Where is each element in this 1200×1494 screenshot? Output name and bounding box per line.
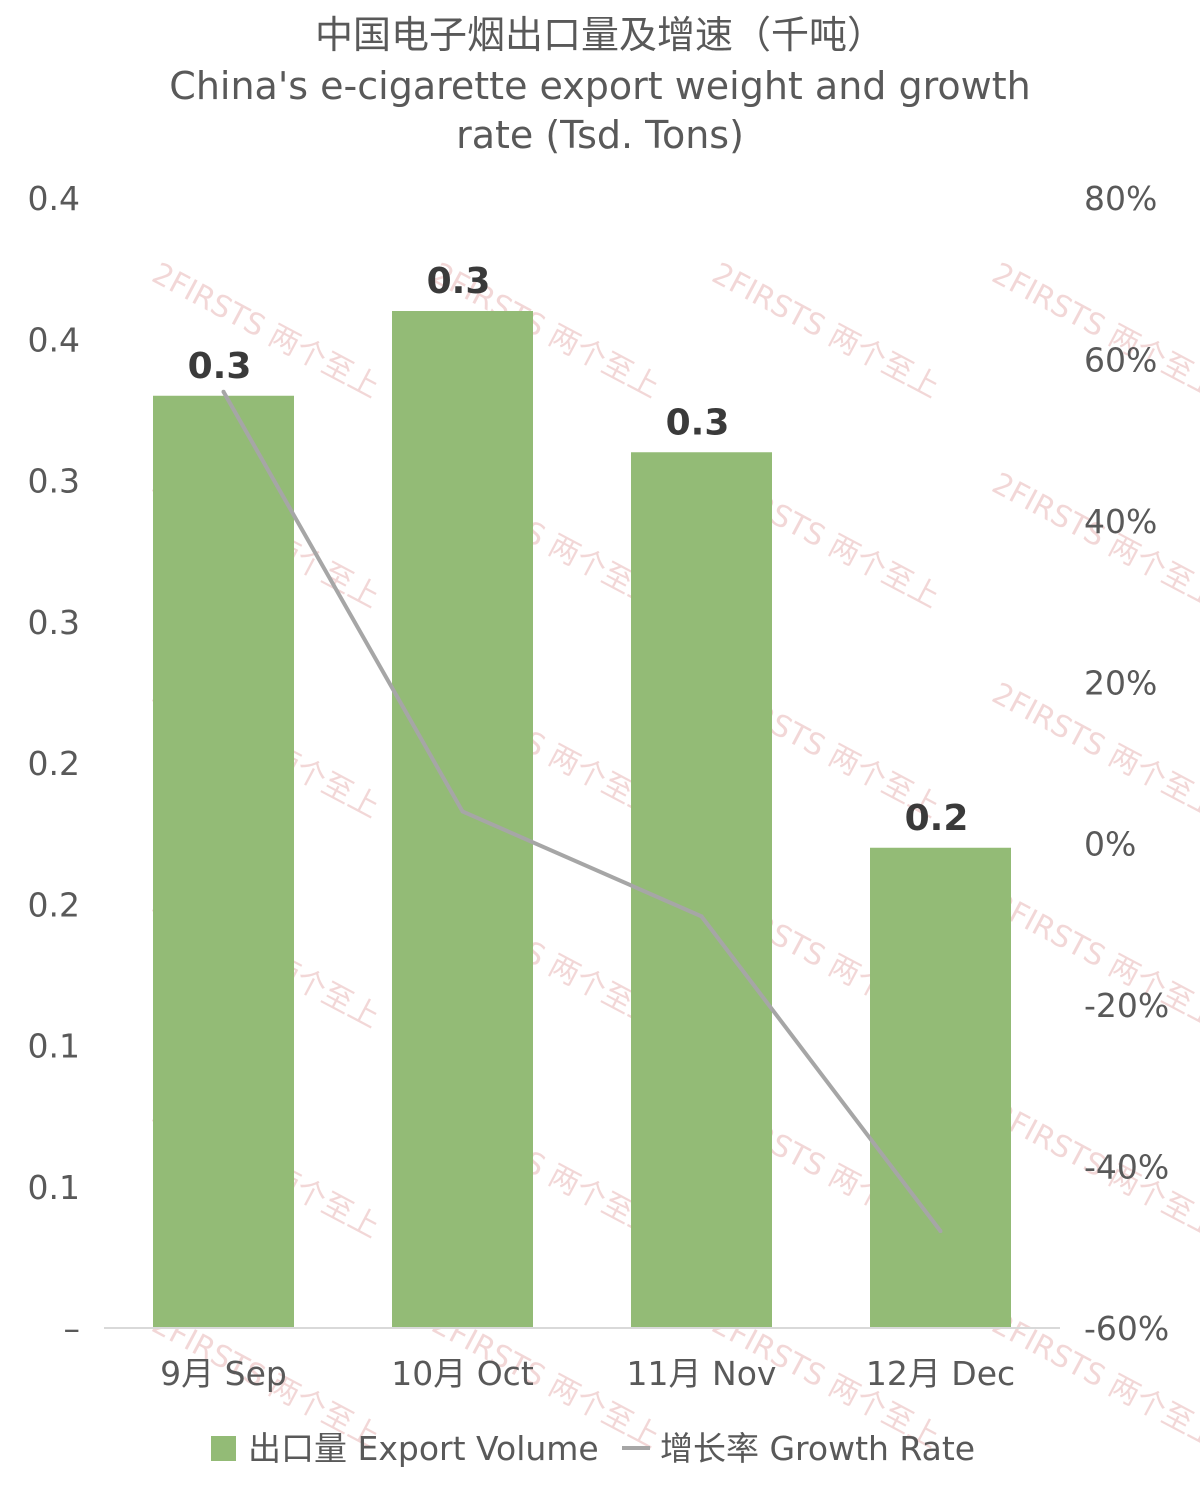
growth-rate-line (221, 390, 943, 1233)
y-right-tick-label: -60% (1084, 1309, 1169, 1348)
growth-rate-point (221, 389, 226, 394)
y-right-tick-label: 80% (1084, 179, 1157, 218)
axes-layer: – 0.1 0.1 0.2 0.2 0.3 0.3 0.4 0.4 -60% -40% -20% 0% 2… (28, 179, 1170, 1393)
chart-title: 中国电子烟出口量及增速（千吨） (315, 13, 885, 57)
y-left-tick-label: 0.4 (28, 320, 80, 359)
x-category-label: 9月 Sep (160, 1354, 287, 1393)
y-left-tick-label: 0.1 (28, 1168, 80, 1207)
y-right-tick-label: 40% (1084, 502, 1157, 541)
bar-export-volume (870, 847, 1011, 1328)
growth-rate-point (938, 1229, 943, 1234)
growth-rate-point (460, 809, 465, 814)
y-left-tick-label: 0.3 (28, 462, 80, 501)
data-label-export-volume: 0.2 (905, 798, 969, 839)
watermark-text: 2FIRSTS 两个至上 (146, 256, 385, 405)
growth-line-layer (221, 389, 943, 1234)
y-left-tick-label: 0.2 (28, 885, 80, 924)
y-right-tick-label: 0% (1084, 825, 1136, 864)
legend-label-export-volume: 出口量 Export Volume (248, 1429, 599, 1468)
bars-layer: 0.3 0.3 0.3 0.2 (153, 261, 1011, 1328)
bar-export-volume (153, 395, 294, 1328)
y-left-tick-label: 0.4 (28, 179, 80, 218)
x-category-label: 12月 Dec (866, 1354, 1015, 1393)
bar-export-volume (392, 311, 533, 1328)
data-label-export-volume: 0.3 (188, 346, 252, 387)
y-right-tick-label: 20% (1084, 663, 1157, 702)
y-right-tick-label: 60% (1084, 340, 1157, 379)
data-label-export-volume: 0.3 (427, 261, 491, 302)
legend-swatch-export-volume (211, 1436, 236, 1461)
bar-export-volume (631, 452, 772, 1328)
y-left-tick-label: 0.3 (28, 603, 80, 642)
legend: 出口量 Export Volume 增长率 Growth Rate (211, 1429, 975, 1468)
x-category-label: 11月 Nov (627, 1354, 777, 1393)
legend-label-growth-rate: 增长率 Growth Rate (660, 1429, 975, 1468)
watermark-text: 2FIRSTS 两个至上 (986, 256, 1200, 405)
y-left-tick-label: 0.2 (28, 744, 80, 783)
chart-subtitle-line-1: China's e-cigarette export weight and gr… (169, 64, 1030, 108)
x-category-label: 10月 Oct (391, 1354, 534, 1393)
y-right-tick-label: -40% (1084, 1148, 1169, 1187)
growth-rate-point (699, 914, 704, 919)
chart-subtitle-line-2: rate (Tsd. Tons) (456, 113, 744, 157)
data-label-export-volume: 0.3 (666, 402, 730, 443)
y-right-tick-label: -20% (1084, 986, 1169, 1025)
y-left-tick-label: 0.1 (28, 1027, 80, 1066)
y-left-tick-label: – (64, 1309, 81, 1348)
watermark-text: 2FIRSTS 两个至上 (706, 256, 945, 405)
